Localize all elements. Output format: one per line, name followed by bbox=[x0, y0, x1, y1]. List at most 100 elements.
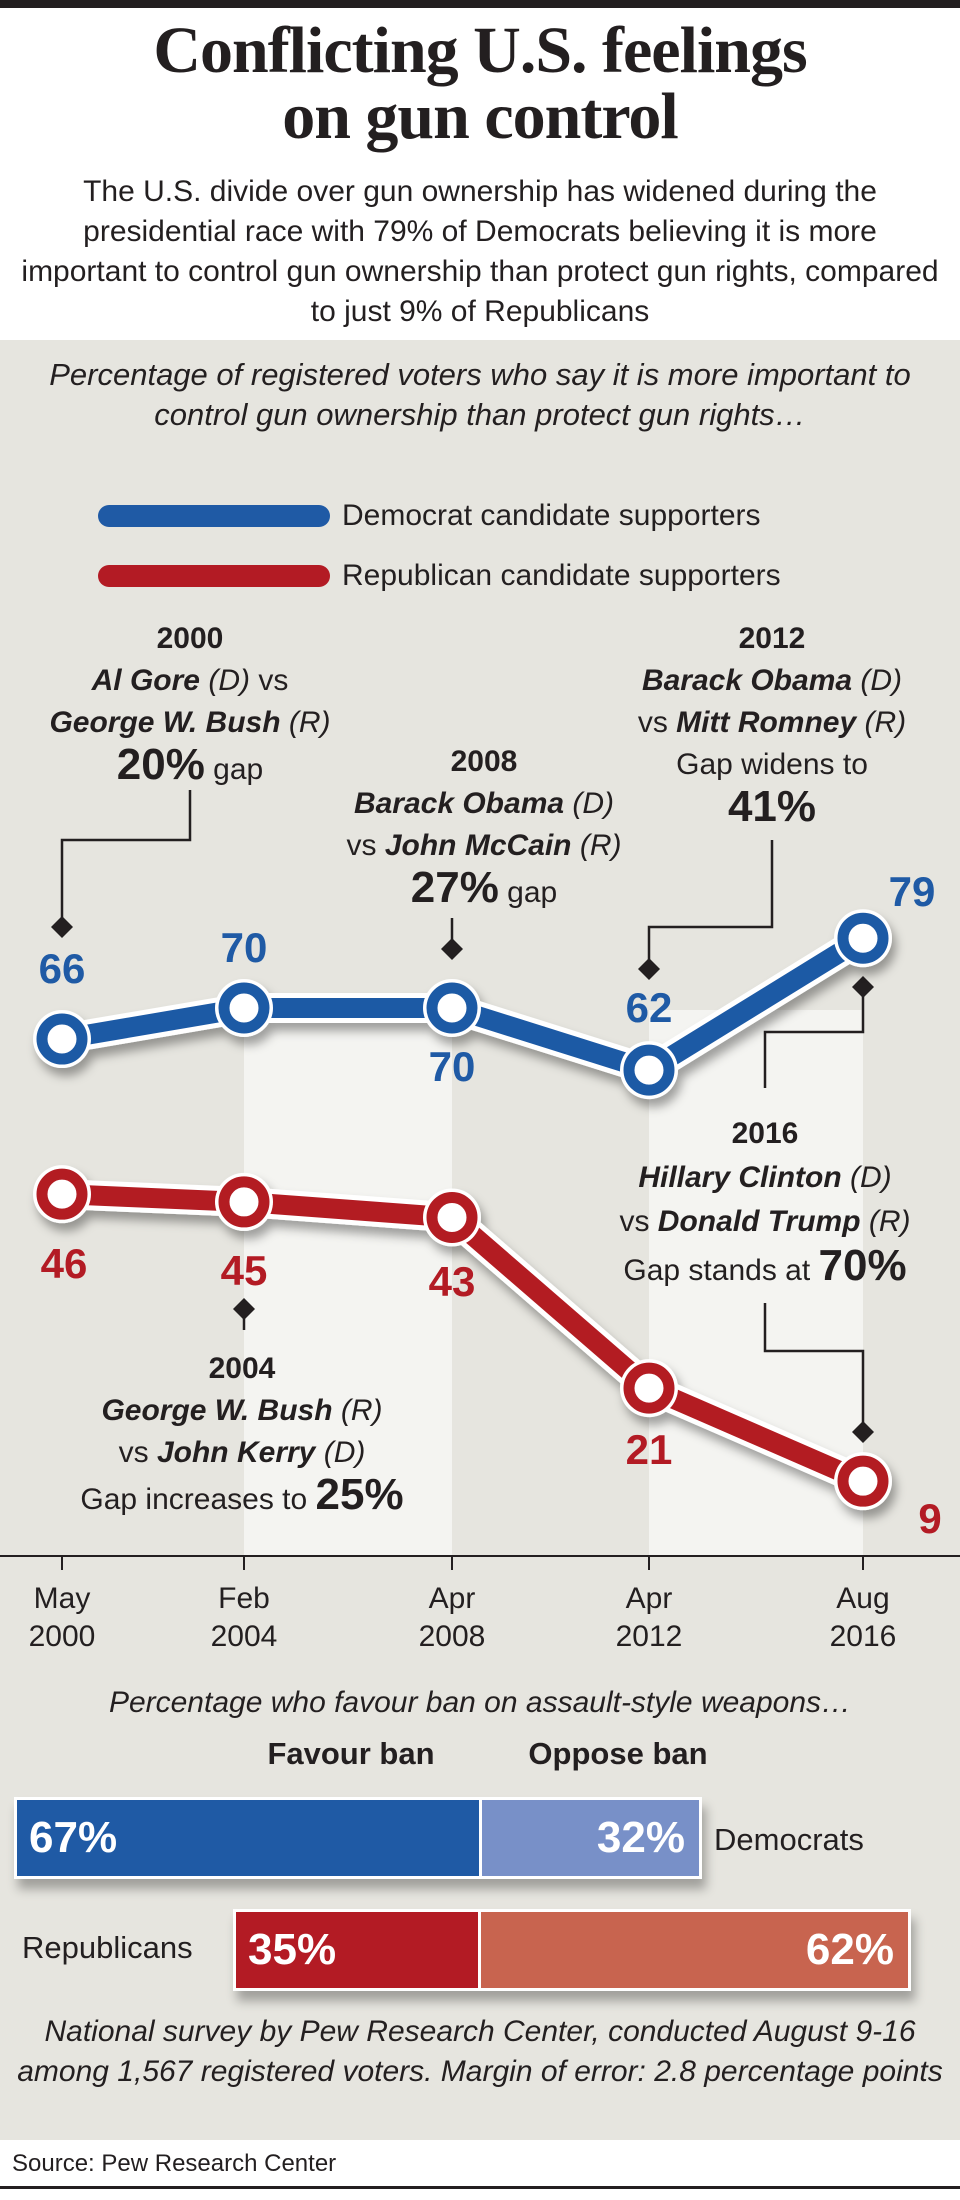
subtitle: The U.S. divide over gun ownership has w… bbox=[21, 175, 939, 328]
candidate-name: Donald Trump bbox=[657, 1205, 861, 1238]
candidate-name: George W. Bush bbox=[49, 706, 281, 739]
value-label: 32% bbox=[596, 1813, 685, 1862]
column-header-oppose: Oppose ban bbox=[528, 1736, 708, 1771]
x-tick-label-line: Feb bbox=[218, 1582, 270, 1615]
diamond-marker-icon bbox=[638, 958, 660, 980]
x-tick-label-line: 2008 bbox=[418, 1620, 486, 1653]
data-point bbox=[426, 982, 478, 1034]
x-tick-label: Apr 2008 bbox=[419, 1580, 486, 1656]
connector-2000 bbox=[60, 790, 192, 920]
diamond-marker-icon bbox=[441, 938, 463, 960]
annotation-year: 2008 bbox=[450, 745, 518, 778]
x-tick-label-line: 2016 bbox=[829, 1620, 897, 1653]
x-tick-label: Apr 2012 bbox=[616, 1580, 683, 1656]
x-tick-label-line: Apr bbox=[428, 1582, 476, 1615]
x-tick-label: May 2000 bbox=[29, 1580, 96, 1656]
data-label: 9 bbox=[918, 1495, 942, 1542]
diamond-marker-icon bbox=[852, 1421, 874, 1443]
candidate-name: Hillary Clinton bbox=[638, 1161, 842, 1194]
legend-swatch-democrat bbox=[98, 505, 330, 527]
annotation-year: 2000 bbox=[156, 622, 224, 655]
gap-suffix: gap bbox=[213, 753, 264, 786]
column-header-favour: Favour ban bbox=[267, 1736, 435, 1771]
data-point bbox=[623, 1362, 675, 1414]
gap-value: 70% bbox=[818, 1241, 907, 1290]
party: (R) bbox=[340, 1394, 383, 1427]
x-tick-label-line: Aug bbox=[836, 1582, 890, 1615]
data-label: 43 bbox=[428, 1258, 476, 1305]
candidate-name: Barack Obama bbox=[641, 664, 853, 697]
candidate-name: Mitt Romney bbox=[676, 706, 857, 739]
gap-suffix: gap bbox=[507, 876, 558, 909]
data-point bbox=[36, 1168, 88, 1220]
vs: vs bbox=[258, 664, 289, 697]
party: (R) bbox=[868, 1205, 911, 1238]
data-point bbox=[426, 1191, 478, 1243]
data-label: 70 bbox=[428, 1043, 476, 1090]
party: (D) bbox=[850, 1161, 892, 1194]
source-credit: Source: Pew Research Center bbox=[12, 2150, 337, 2177]
candidate-name: John Kerry bbox=[156, 1436, 316, 1469]
party: (D) bbox=[323, 1436, 366, 1469]
annotation-2000: 2000 Al Gore (D) vs George W. Bush (R) 2… bbox=[49, 618, 330, 791]
x-tick-label: Aug 2016 bbox=[830, 1580, 897, 1656]
gap-prefix: Gap widens to bbox=[676, 748, 868, 781]
x-tick-label-line: 2000 bbox=[28, 1620, 96, 1653]
party: (D) bbox=[208, 664, 250, 697]
candidate-name: John McCain bbox=[384, 829, 572, 862]
x-tick-label-line: 2012 bbox=[615, 1620, 683, 1653]
bar-segment-favour: 35% bbox=[236, 1912, 479, 1988]
x-tick-label-line: 2004 bbox=[210, 1620, 278, 1653]
footnote: National survey by Pew Research Center, … bbox=[17, 2015, 943, 2088]
connector-2016-bottom bbox=[763, 1303, 865, 1425]
bottom-rule bbox=[0, 2186, 960, 2189]
data-point bbox=[623, 1044, 675, 1096]
x-tick-label-line: May bbox=[33, 1582, 91, 1615]
data-label: 21 bbox=[625, 1426, 673, 1473]
annotation-2008: 2008 Barack Obama (D) vs John McCain (R)… bbox=[346, 741, 621, 914]
title-line-2: on gun control bbox=[282, 80, 679, 153]
line-chart-title: Percentage of registered voters who say … bbox=[49, 357, 911, 432]
page-title: Conflicting U.S. feelings on gun control bbox=[0, 18, 960, 150]
data-label: 70 bbox=[220, 924, 268, 971]
top-rule bbox=[0, 0, 960, 8]
vs: vs bbox=[637, 706, 668, 739]
legend-swatch-republican bbox=[98, 565, 330, 587]
data-label: 62 bbox=[625, 984, 673, 1031]
legend-label-republican: Republican candidate supporters bbox=[342, 559, 781, 592]
gap-value: 20% bbox=[116, 740, 205, 789]
diamond-marker-icon bbox=[51, 916, 73, 938]
value-label: 67% bbox=[29, 1813, 118, 1862]
party: (R) bbox=[288, 706, 331, 739]
gap-value: 41% bbox=[727, 782, 817, 831]
row-label-democrats: Democrats bbox=[714, 1822, 864, 1857]
annotation-2016: 2016 Hillary Clinton (D) vs Donald Trump… bbox=[619, 1112, 910, 1293]
party: (R) bbox=[579, 829, 622, 862]
data-point bbox=[36, 1013, 88, 1065]
value-label: 35% bbox=[248, 1925, 337, 1974]
title-line-1: Conflicting U.S. feelings bbox=[153, 14, 807, 87]
data-point bbox=[837, 1455, 889, 1507]
party: (R) bbox=[864, 706, 907, 739]
gap-value: 25% bbox=[315, 1470, 404, 1519]
annotation-2012: 2012 Barack Obama (D) vs Mitt Romney (R)… bbox=[638, 618, 906, 833]
annotation-year: 2012 bbox=[738, 622, 806, 655]
candidate-name: George W. Bush bbox=[101, 1394, 333, 1427]
party: (D) bbox=[860, 664, 903, 697]
data-point bbox=[218, 982, 270, 1034]
data-label: 45 bbox=[220, 1247, 268, 1294]
data-label: 79 bbox=[888, 868, 936, 915]
candidate-name: Barack Obama bbox=[353, 787, 565, 820]
x-tick-label: Feb 2004 bbox=[211, 1580, 278, 1656]
connector-2016-top bbox=[763, 990, 865, 1088]
connector-2012 bbox=[647, 840, 774, 962]
data-point bbox=[837, 912, 889, 964]
party: (D) bbox=[572, 787, 615, 820]
series-democrat bbox=[33, 909, 892, 1100]
bar-segment-oppose: 32% bbox=[478, 1800, 699, 1876]
vs: vs bbox=[118, 1436, 149, 1469]
diamond-marker-icon bbox=[852, 976, 874, 998]
candidate-name: Al Gore bbox=[91, 664, 200, 697]
data-label: 46 bbox=[40, 1240, 88, 1287]
